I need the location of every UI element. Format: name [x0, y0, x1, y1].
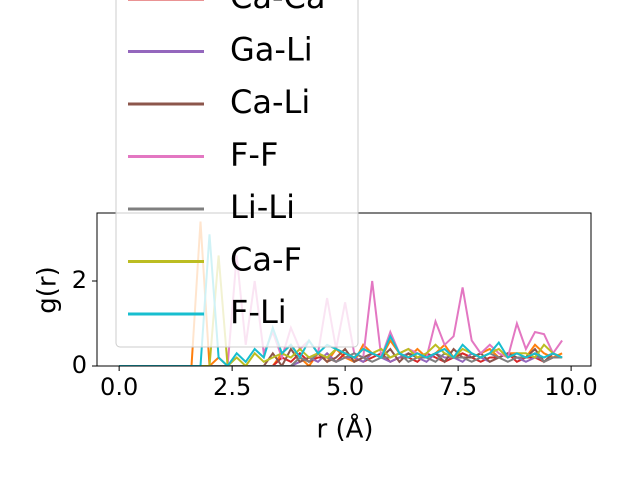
legend-label: Ca-Li	[230, 83, 310, 121]
y-axis-label: g(r)	[33, 266, 63, 313]
x-tick-label: 7.5	[439, 373, 477, 401]
series-line	[119, 234, 563, 366]
x-tick-label: 2.5	[213, 373, 251, 401]
x-tick-label: 10.0	[544, 373, 597, 401]
legend-label: F-F	[230, 136, 278, 174]
series-line	[119, 351, 563, 366]
legend-label: Ga-Li	[230, 31, 313, 69]
x-axis-label: r (Å)	[316, 413, 373, 445]
legend-label: Li-Li	[230, 188, 295, 226]
legend-label: Ca-F	[230, 241, 302, 279]
legend: Ca-Ca Ga-Li Ca-Li F-F Li-Li Ca-F F-Li	[115, 0, 359, 348]
legend-label: Ca-Ca	[230, 0, 325, 16]
x-tick-label: 5.0	[326, 373, 364, 401]
series-line	[119, 347, 563, 366]
y-tick-label: 0	[72, 351, 87, 379]
y-tick-label: 2	[72, 266, 87, 294]
legend-label: F-Li	[230, 293, 287, 331]
x-tick-label: 0.0	[100, 373, 138, 401]
